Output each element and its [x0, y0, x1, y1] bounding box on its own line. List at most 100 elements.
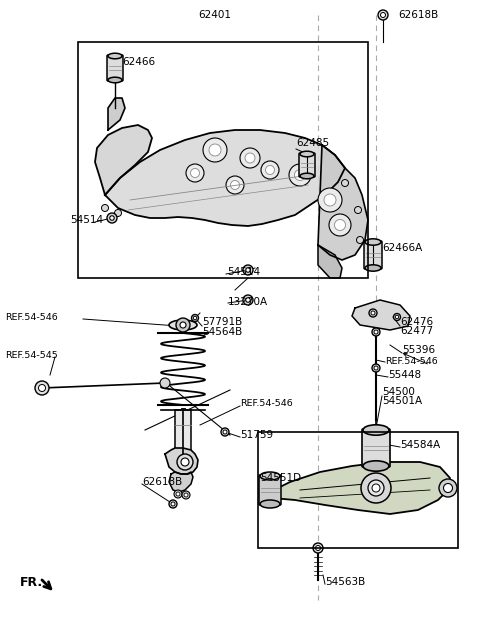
Circle shape	[246, 298, 250, 303]
Circle shape	[193, 316, 197, 320]
Circle shape	[192, 314, 199, 321]
Text: 54500: 54500	[382, 387, 415, 397]
Ellipse shape	[108, 77, 122, 83]
Circle shape	[355, 206, 361, 213]
Text: 62618B: 62618B	[398, 10, 438, 20]
Circle shape	[243, 295, 253, 305]
Circle shape	[368, 480, 384, 496]
Circle shape	[160, 378, 170, 388]
Circle shape	[265, 165, 275, 174]
Text: 54564B: 54564B	[202, 327, 242, 337]
Text: 54514: 54514	[227, 267, 260, 277]
Circle shape	[246, 268, 250, 272]
Bar	[78, 42, 368, 278]
Polygon shape	[318, 145, 368, 260]
Ellipse shape	[363, 425, 389, 435]
Circle shape	[181, 458, 189, 466]
Text: 54551D: 54551D	[260, 473, 301, 483]
Polygon shape	[352, 300, 410, 330]
Text: REF.54-545: REF.54-545	[5, 350, 58, 360]
FancyBboxPatch shape	[259, 475, 281, 505]
Circle shape	[361, 473, 391, 503]
Ellipse shape	[169, 320, 197, 330]
FancyBboxPatch shape	[299, 153, 315, 177]
Circle shape	[381, 13, 385, 18]
Circle shape	[186, 164, 204, 182]
Circle shape	[171, 502, 175, 506]
Circle shape	[444, 484, 453, 493]
Ellipse shape	[260, 500, 280, 508]
Circle shape	[35, 381, 49, 395]
Circle shape	[315, 545, 321, 550]
FancyBboxPatch shape	[362, 429, 390, 467]
Text: 54584A: 54584A	[400, 440, 440, 450]
Circle shape	[369, 309, 377, 317]
Circle shape	[395, 315, 399, 319]
Polygon shape	[318, 245, 342, 278]
Text: 54514: 54514	[70, 215, 103, 225]
Circle shape	[230, 181, 240, 189]
Circle shape	[180, 322, 186, 328]
Circle shape	[318, 188, 342, 212]
Circle shape	[335, 220, 346, 230]
Circle shape	[203, 138, 227, 162]
Ellipse shape	[108, 53, 122, 58]
Circle shape	[374, 330, 378, 334]
Bar	[258, 432, 458, 548]
Polygon shape	[105, 130, 345, 226]
Text: 62466A: 62466A	[382, 243, 422, 253]
Circle shape	[378, 10, 388, 20]
Polygon shape	[268, 462, 450, 514]
Ellipse shape	[300, 151, 314, 157]
Circle shape	[245, 153, 255, 163]
Circle shape	[289, 164, 311, 186]
Circle shape	[329, 214, 351, 236]
Text: 62476: 62476	[400, 317, 433, 327]
Circle shape	[177, 454, 193, 470]
Circle shape	[439, 479, 457, 497]
Circle shape	[357, 237, 363, 243]
Circle shape	[243, 265, 253, 275]
Ellipse shape	[260, 472, 280, 480]
Circle shape	[209, 144, 221, 156]
Circle shape	[110, 216, 114, 220]
Circle shape	[295, 169, 305, 181]
Circle shape	[169, 500, 177, 508]
Circle shape	[176, 492, 180, 496]
Ellipse shape	[363, 461, 389, 471]
Circle shape	[223, 430, 227, 434]
Circle shape	[184, 493, 188, 497]
Polygon shape	[165, 448, 198, 474]
Text: 62477: 62477	[400, 326, 433, 336]
Text: REF.54-546: REF.54-546	[385, 357, 438, 365]
Circle shape	[182, 491, 190, 499]
Circle shape	[191, 169, 200, 177]
Text: 62618B: 62618B	[142, 477, 182, 487]
Circle shape	[371, 311, 375, 315]
Text: 13270A: 13270A	[228, 297, 268, 307]
Circle shape	[394, 313, 400, 321]
Circle shape	[226, 176, 244, 194]
Circle shape	[374, 366, 378, 370]
Text: 55396: 55396	[402, 345, 435, 355]
Circle shape	[176, 318, 190, 332]
Circle shape	[372, 484, 380, 492]
FancyBboxPatch shape	[107, 55, 123, 81]
Text: 62485: 62485	[296, 138, 329, 148]
Polygon shape	[95, 125, 152, 195]
Circle shape	[38, 384, 46, 391]
Ellipse shape	[365, 265, 381, 271]
Text: 62466: 62466	[122, 57, 155, 67]
Circle shape	[107, 213, 117, 223]
Circle shape	[372, 364, 380, 372]
Circle shape	[341, 179, 348, 187]
Text: REF.54-546: REF.54-546	[5, 313, 58, 323]
Text: 55448: 55448	[388, 370, 421, 380]
Circle shape	[221, 428, 229, 436]
Text: 51759: 51759	[240, 430, 273, 440]
FancyBboxPatch shape	[364, 241, 382, 269]
Circle shape	[101, 204, 108, 211]
Polygon shape	[169, 472, 193, 492]
Circle shape	[115, 209, 121, 216]
Polygon shape	[108, 98, 125, 130]
